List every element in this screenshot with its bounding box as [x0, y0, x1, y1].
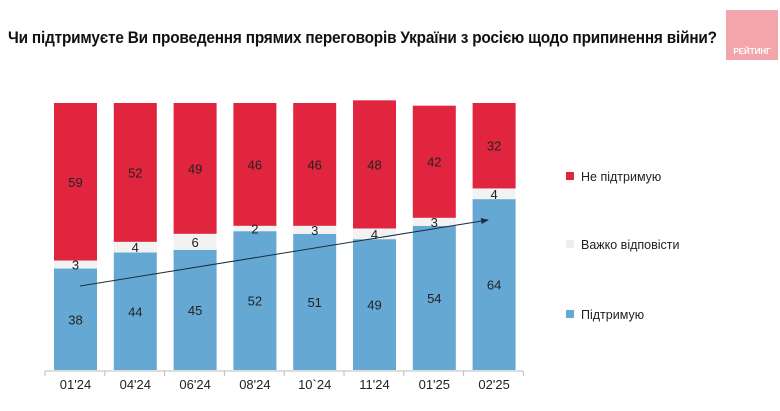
- x-tick-label: 08'24: [239, 377, 270, 392]
- data-label: 44: [128, 304, 142, 319]
- x-tick-label: 01'25: [419, 377, 450, 392]
- data-label: 32: [487, 139, 501, 154]
- bar-segment: [173, 103, 217, 234]
- legend-swatch: [566, 172, 574, 180]
- x-tick-label: 11'24: [359, 377, 389, 392]
- legend-label: Важко відповісти: [581, 238, 680, 252]
- bar-segment: [293, 103, 337, 226]
- bar-segment: [233, 231, 277, 370]
- data-label: 46: [248, 157, 262, 172]
- bar-segment: [353, 228, 396, 240]
- chart-title: Чи підтримуєте Ви проведення прямих пере…: [8, 29, 717, 47]
- data-label: 64: [487, 278, 501, 293]
- data-label: 4: [132, 240, 139, 255]
- bar-segment: [353, 100, 396, 229]
- bar-segment: [472, 199, 516, 370]
- bar-segment: [472, 103, 516, 189]
- data-label: 2: [251, 221, 258, 236]
- data-label: 52: [248, 294, 262, 309]
- bar-segment: [113, 252, 157, 370]
- bar-segment: [412, 225, 456, 370]
- bar-segment: [113, 103, 157, 242]
- data-label: 3: [311, 223, 318, 238]
- data-label: 6: [191, 235, 198, 250]
- data-label: 52: [128, 165, 142, 180]
- rating-logo: РЕЙТИНГ: [726, 10, 778, 60]
- trend-arrow: [79, 218, 489, 287]
- data-label: 4: [490, 187, 497, 202]
- bar-segment: [113, 241, 157, 253]
- bar-segment: [54, 103, 97, 261]
- bar-segment: [293, 233, 337, 370]
- data-label: 54: [427, 291, 441, 306]
- x-tick-label: 02'25: [478, 377, 509, 392]
- bar-segment: [233, 103, 277, 226]
- bar-segment: [233, 225, 277, 232]
- bar-segment: [353, 239, 396, 370]
- data-label: 3: [431, 215, 438, 230]
- bar-segment: [54, 260, 97, 269]
- data-label: 38: [68, 312, 82, 327]
- bar-segment: [412, 217, 456, 226]
- legend-label: Підтримую: [581, 308, 644, 322]
- data-label: 49: [188, 161, 202, 176]
- legend-label: Не підтримую: [581, 170, 661, 184]
- bar-segment: [173, 233, 217, 250]
- bar-segment: [472, 188, 516, 200]
- legend-swatch: [566, 310, 574, 318]
- bar-segment: [54, 268, 97, 370]
- bar-segment: [293, 225, 337, 234]
- x-tick-label: 04'24: [120, 377, 151, 392]
- data-label: 42: [427, 155, 441, 170]
- x-tick-label: 10`24: [298, 377, 331, 392]
- legend-swatch: [566, 240, 574, 248]
- data-label: 3: [72, 258, 79, 273]
- data-label: 59: [68, 175, 82, 190]
- data-label: 4: [371, 227, 378, 242]
- data-label: 51: [307, 295, 321, 310]
- data-label: 46: [307, 157, 321, 172]
- x-tick-label: 01'24: [60, 377, 91, 392]
- data-label: 48: [367, 157, 381, 172]
- data-label: 45: [188, 303, 202, 318]
- bar-segment: [412, 105, 456, 218]
- data-label: 49: [367, 298, 381, 313]
- x-tick-label: 06'24: [179, 377, 210, 392]
